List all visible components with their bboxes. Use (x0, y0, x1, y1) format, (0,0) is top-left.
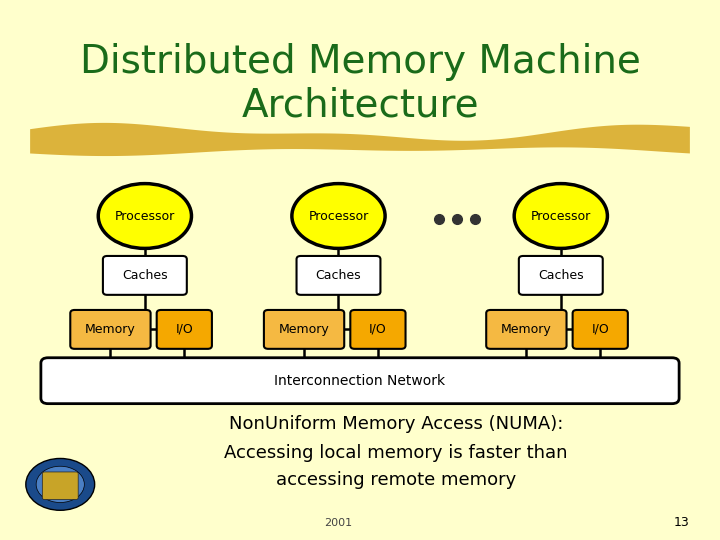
Text: Distributed Memory Machine: Distributed Memory Machine (80, 43, 640, 81)
Text: accessing remote memory: accessing remote memory (276, 470, 516, 489)
FancyBboxPatch shape (157, 310, 212, 349)
FancyBboxPatch shape (42, 472, 78, 500)
FancyBboxPatch shape (572, 310, 628, 349)
Text: Accessing local memory is faster than: Accessing local memory is faster than (224, 443, 567, 462)
Text: NonUniform Memory Access (NUMA):: NonUniform Memory Access (NUMA): (229, 415, 563, 433)
Ellipse shape (98, 184, 192, 248)
Polygon shape (30, 123, 690, 156)
Text: Caches: Caches (122, 269, 168, 282)
Text: Memory: Memory (85, 323, 136, 336)
FancyBboxPatch shape (519, 256, 603, 295)
Text: Caches: Caches (315, 269, 361, 282)
Text: I/O: I/O (369, 323, 387, 336)
Text: Processor: Processor (531, 210, 591, 222)
FancyBboxPatch shape (103, 256, 186, 295)
FancyBboxPatch shape (41, 358, 679, 404)
Circle shape (36, 466, 84, 503)
Text: 13: 13 (674, 516, 690, 529)
Text: Caches: Caches (538, 269, 584, 282)
Text: 2001: 2001 (325, 518, 353, 528)
FancyBboxPatch shape (486, 310, 567, 349)
FancyBboxPatch shape (71, 310, 150, 349)
FancyBboxPatch shape (297, 256, 380, 295)
Text: Interconnection Network: Interconnection Network (274, 374, 446, 388)
Text: Memory: Memory (501, 323, 552, 336)
Text: Processor: Processor (308, 210, 369, 222)
Ellipse shape (514, 184, 608, 248)
Text: Architecture: Architecture (241, 86, 479, 124)
Text: Processor: Processor (114, 210, 175, 222)
Text: I/O: I/O (591, 323, 609, 336)
FancyBboxPatch shape (264, 310, 344, 349)
Ellipse shape (292, 184, 385, 248)
Text: I/O: I/O (176, 323, 193, 336)
Circle shape (26, 458, 94, 510)
FancyBboxPatch shape (351, 310, 405, 349)
Text: Memory: Memory (279, 323, 330, 336)
